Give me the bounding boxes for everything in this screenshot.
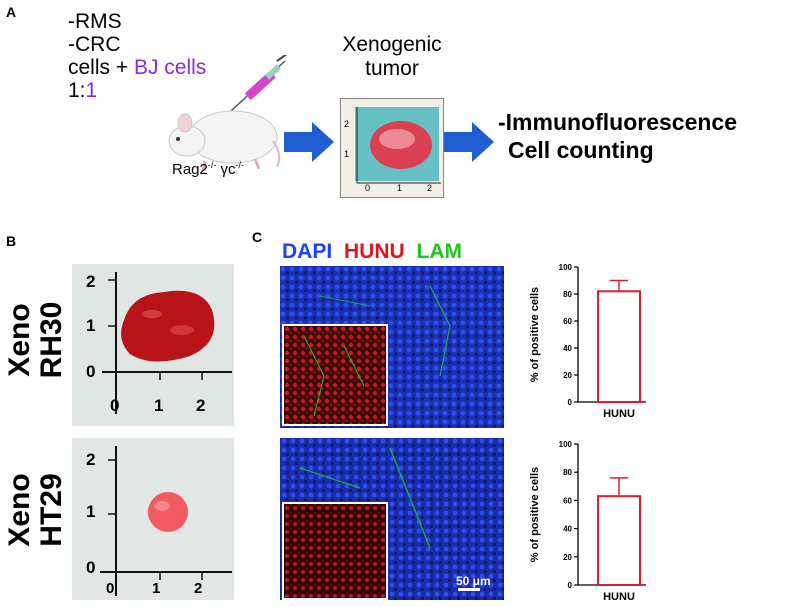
ruler-b1-y2: 2 [86, 272, 96, 291]
xeno-tumor-line1: Xenogenic [342, 33, 442, 56]
y-tick-label: 60 [563, 317, 572, 326]
ruler-b1-x2: 2 [196, 396, 206, 415]
ruler-b2-x1: 1 [152, 580, 161, 597]
photo-rh30: 2 1 0 0 1 2 [72, 264, 234, 426]
mouse-strain-label: Rag2-/- γc-/- [172, 160, 244, 178]
y-tick-label: 100 [559, 440, 573, 449]
inset-rh30 [282, 324, 388, 426]
bar [597, 495, 641, 586]
ruler-a-y2: 2 [344, 119, 350, 129]
ruler-b2-y2: 2 [86, 450, 96, 469]
panel-label-a: A [6, 4, 17, 20]
ruler-a-x2: 2 [427, 183, 433, 193]
ruler-b1-y0: 0 [86, 362, 96, 381]
y-tick-label: 40 [563, 525, 572, 534]
y-tick-label: 20 [563, 371, 572, 380]
photo-ht29: 2 1 0 0 1 2 [72, 438, 234, 600]
inset-ht29 [282, 502, 388, 600]
outcome-line1: -Immunofluorescence [498, 109, 737, 135]
arrow-icon [444, 122, 494, 162]
protocol-cells-prefix: cells + [68, 56, 134, 79]
ruler-a-x1: 1 [397, 183, 403, 193]
ruler-b2-y0: 0 [86, 558, 96, 577]
stain-dapi: DAPI [282, 240, 333, 263]
y-tick-label: 20 [563, 553, 572, 562]
protocol-ratio-prefix: 1: [68, 79, 86, 102]
protocol-line-crc: -CRC [68, 33, 121, 56]
xeno-tumor-label: Xenogenic tumor [322, 33, 462, 81]
scale-bar-label: 50 μm [456, 574, 491, 588]
ruler-b1-x0: 0 [110, 396, 120, 415]
mouse-icon [168, 110, 281, 172]
y-tick-label: 0 [568, 398, 573, 407]
protocol-bj-cells: BJ cells [133, 56, 207, 79]
label-xeno-rh30: Xeno RH30 [3, 301, 68, 379]
x-category-label: HUNU [603, 408, 635, 420]
label-xeno-ht29: Xeno HT29 [3, 473, 68, 547]
panel-label-c: C [252, 229, 263, 245]
protocol-line-rms: -RMS [68, 10, 122, 33]
y-tick-label: 80 [563, 290, 572, 299]
outcome-line2: Cell counting [508, 137, 654, 163]
ruler-b2-y1: 1 [86, 502, 96, 521]
y-tick-label: 80 [563, 468, 572, 477]
protocol-line-cells: cells + BJ cells [68, 56, 206, 79]
y-tick-label: 40 [563, 344, 572, 353]
protocol-text: -RMS -CRC cells + BJ cells 1:1 [68, 10, 206, 102]
bar-chart-ht29: % of positive cells 0 20 40 60 80 100 HUNU [529, 440, 646, 603]
tumor-photo-a: 2 1 0 1 2 [340, 98, 444, 198]
syringe-icon [230, 55, 288, 112]
stain-legend: DAPI HUNU LAM [282, 240, 462, 264]
protocol-ratio-highlight: 1 [85, 79, 98, 102]
ruler-b2-x2: 2 [194, 580, 203, 597]
outcome-text: -Immunofluorescence Cell counting [498, 108, 737, 164]
panel-label-b: B [6, 233, 17, 249]
stain-lam: LAM [416, 240, 463, 263]
ruler-b2-x0: 0 [106, 580, 115, 597]
y-tick-label: 100 [559, 263, 573, 272]
stain-hunu: HUNU [344, 240, 405, 263]
y-tick-label: 0 [568, 581, 573, 590]
y-axis-label: % of positive cells [529, 467, 541, 562]
strain-sup-1: -/- [207, 160, 217, 170]
arrow-icon [284, 122, 334, 162]
bar-chart-rh30: % of positive cells 0 20 40 60 80 100 HUNU [529, 263, 646, 420]
strain-sup-2: -/- [235, 160, 245, 170]
protocol-line-ratio: 1:1 [68, 79, 206, 102]
strain-base: Rag2 [172, 161, 208, 178]
micrograph-ht29: 50 μm [280, 438, 504, 600]
x-category-label: HUNU [603, 591, 635, 603]
ruler-b1-y1: 1 [86, 316, 96, 335]
y-axis-label: % of positive cells [529, 287, 541, 382]
bar [597, 290, 641, 403]
ruler-b1-x1: 1 [154, 396, 164, 415]
strain-gamma: γc [216, 161, 236, 178]
y-tick-label: 60 [563, 496, 572, 505]
xeno-tumor-line2: tumor [365, 57, 419, 80]
ruler-a-y1: 1 [344, 149, 350, 159]
ruler-a-x0: 0 [365, 183, 371, 193]
micrograph-rh30 [280, 266, 504, 428]
